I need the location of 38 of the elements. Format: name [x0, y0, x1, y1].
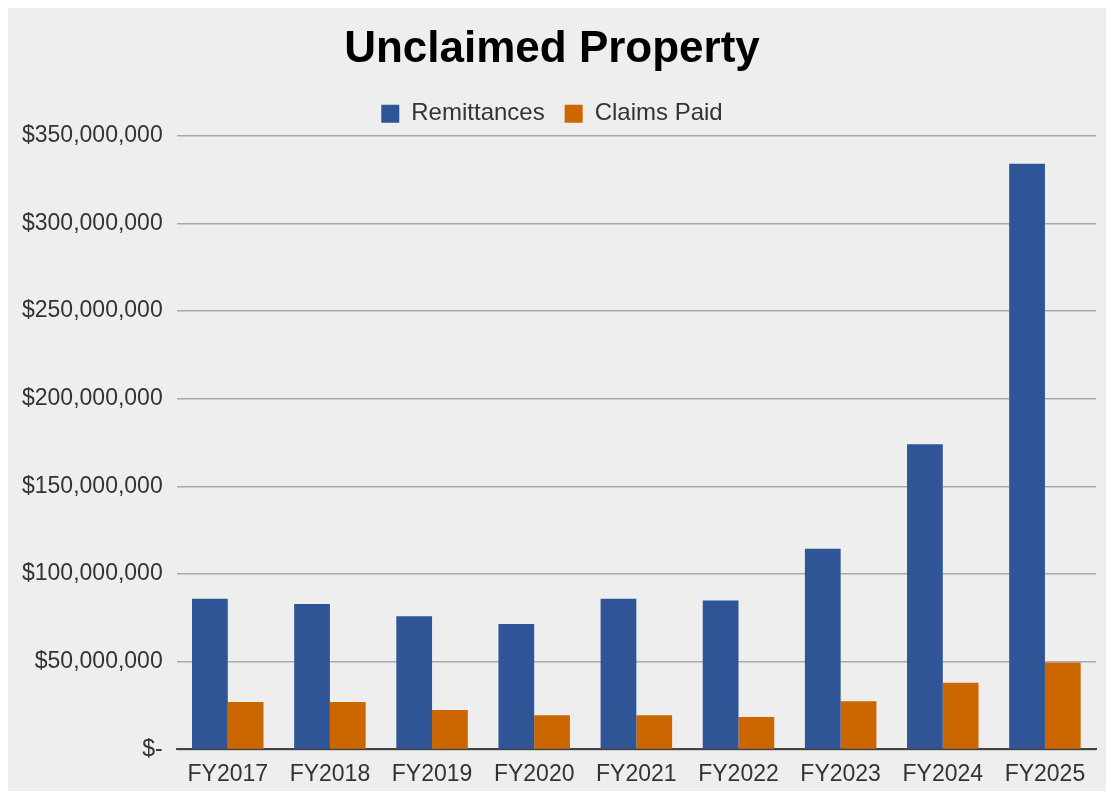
chart-title: Unclaimed Property: [344, 21, 761, 71]
bar: [840, 701, 877, 749]
x-tick-label: FY2019: [391, 759, 473, 786]
bar: [1044, 662, 1081, 749]
bar: [1009, 163, 1045, 749]
x-tick-label: FY2023: [800, 759, 881, 786]
y-tick-label: $150,000,000: [21, 471, 163, 498]
bar: [534, 715, 570, 749]
x-tick-label: FY2017: [187, 759, 269, 786]
x-tick-label: FY2025: [1004, 759, 1086, 786]
bar: [192, 598, 228, 749]
bar: [942, 682, 979, 749]
x-tick-label: FY2021: [596, 759, 677, 786]
bar: [600, 598, 637, 749]
bar: [432, 709, 468, 749]
bar: [294, 603, 330, 749]
bar: [804, 548, 841, 749]
x-tick-label: FY2018: [289, 759, 371, 786]
y-tick-label: $200,000,000: [21, 384, 163, 411]
bar: [907, 444, 943, 749]
x-tick-label: FY2024: [902, 759, 984, 786]
bar: [396, 616, 433, 749]
y-tick-label: $250,000,000: [21, 296, 163, 323]
x-tick-label: FY2022: [698, 759, 779, 786]
y-tick-label: $50,000,000: [34, 647, 163, 674]
bar: [636, 715, 673, 749]
bar: [738, 716, 775, 749]
y-tick-label: $-: [142, 734, 163, 761]
bar: [329, 702, 366, 749]
x-tick-label: FY2020: [493, 759, 575, 786]
y-tick-label: $100,000,000: [21, 559, 163, 586]
legend-label: Claims Paid: [594, 98, 723, 126]
bar: [227, 702, 264, 749]
bar: [498, 624, 535, 749]
bar: [702, 600, 739, 749]
y-tick-label: $300,000,000: [21, 208, 163, 235]
legend-label: Remittances: [411, 98, 545, 126]
y-tick-label: $350,000,000: [21, 121, 163, 148]
